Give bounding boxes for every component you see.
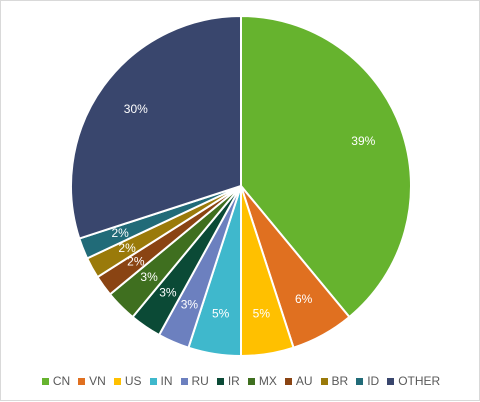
legend-item-cn: CN (41, 374, 71, 388)
data-label-cn: 39% (351, 134, 375, 148)
legend-swatch (41, 377, 49, 385)
legend-label: IN (160, 374, 173, 388)
legend-item-in: IN (149, 374, 173, 388)
data-label-us: 5% (253, 307, 271, 321)
legend-label: BR (331, 374, 349, 388)
legend-swatch (387, 377, 395, 385)
data-label-mx: 3% (140, 270, 158, 284)
data-label-other: 30% (124, 102, 148, 116)
legend-item-us: US (113, 374, 142, 388)
chart-legend: CN VN US IN RU IR MX AU BR ID OTHER (1, 374, 480, 388)
legend-label: RU (191, 374, 209, 388)
data-label-vn: 6% (295, 292, 313, 306)
legend-item-id: ID (356, 374, 379, 388)
legend-swatch (247, 377, 255, 385)
data-label-au: 2% (127, 255, 145, 269)
data-label-ir: 3% (159, 286, 177, 300)
legend-item-au: AU (284, 374, 313, 388)
data-label-in: 5% (212, 307, 230, 321)
data-label-id: 2% (111, 226, 129, 240)
legend-item-ru: RU (180, 374, 209, 388)
legend-label: OTHER (398, 374, 441, 388)
legend-swatch (149, 377, 157, 385)
legend-swatch (356, 377, 364, 385)
legend-item-other: OTHER (387, 374, 440, 388)
legend-swatch (320, 377, 328, 385)
legend-swatch (113, 377, 121, 385)
legend-label: VN (89, 374, 106, 388)
legend-item-mx: MX (247, 374, 277, 388)
legend-label: AU (295, 374, 313, 388)
legend-label: US (124, 374, 142, 388)
pie-slices (70, 14, 412, 358)
legend-swatch (180, 377, 188, 385)
legend-swatch (216, 377, 224, 385)
legend-label: MX (258, 374, 277, 388)
data-label-br: 2% (118, 241, 136, 255)
legend-label: ID (367, 374, 380, 388)
legend-swatch (284, 377, 292, 385)
legend-item-vn: VN (78, 374, 106, 388)
legend-label: IR (227, 374, 240, 388)
legend-label: CN (52, 374, 71, 388)
legend-item-ir: IR (216, 374, 240, 388)
data-label-ru: 3% (181, 297, 199, 311)
pie-slice-other (70, 14, 242, 240)
legend-item-br: BR (320, 374, 349, 388)
legend-swatch (78, 377, 86, 385)
pie-data-labels: 39%6%5%5%3%3%3%2%2%2%30% (111, 102, 375, 321)
pie-slice-cn (240, 14, 412, 319)
